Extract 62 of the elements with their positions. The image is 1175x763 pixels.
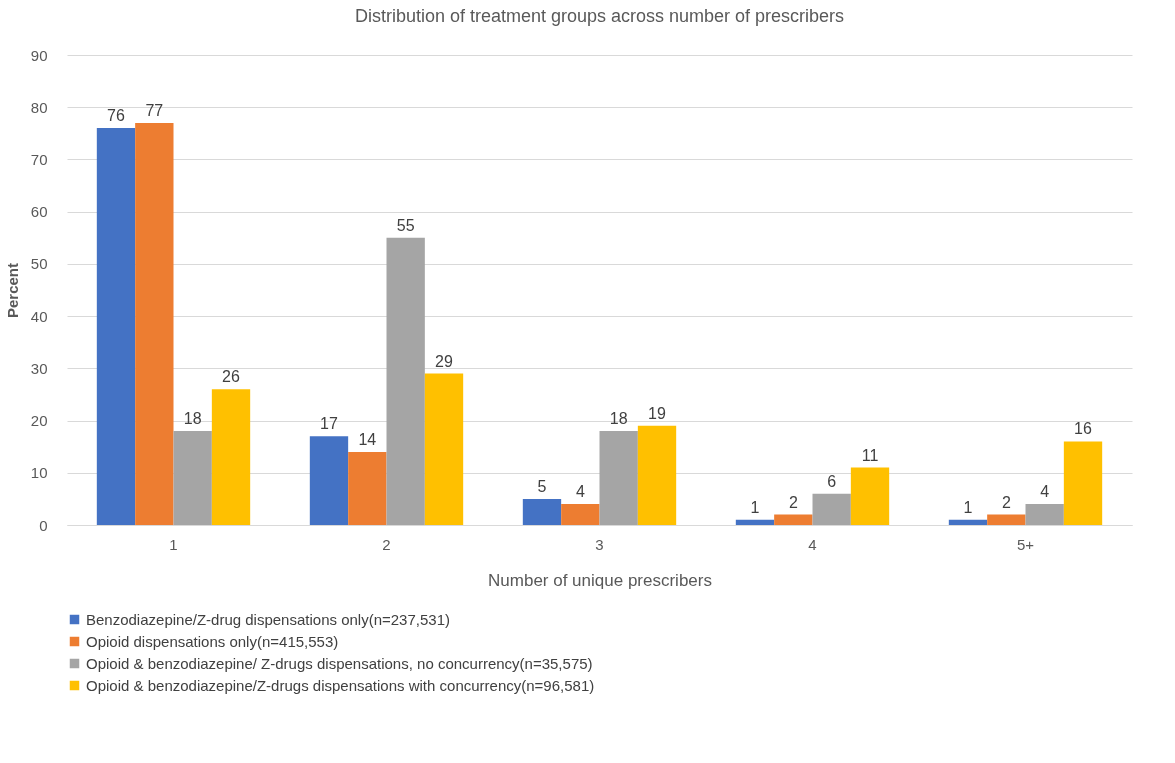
bar bbox=[948, 519, 988, 525]
x-axis-title: Number of unique prescribers bbox=[488, 570, 712, 590]
y-tick-label: 80 bbox=[30, 98, 48, 116]
bar bbox=[96, 128, 136, 525]
y-tick-label: 70 bbox=[30, 150, 48, 168]
data-label: 11 bbox=[861, 446, 879, 464]
data-label: 17 bbox=[320, 415, 338, 433]
data-label: 16 bbox=[1074, 420, 1093, 438]
chart-title: Distribution of treatment groups across number of prescribers bbox=[354, 6, 845, 26]
y-tick-label: 0 bbox=[39, 516, 48, 534]
y-tick-label: 90 bbox=[30, 46, 48, 64]
x-tick-label: 5+ bbox=[1016, 535, 1035, 553]
legend-label: Opioid & benzodiazepine/Z-drugs dispensations with concurrency(n=96,581) bbox=[86, 676, 595, 694]
data-label: 18 bbox=[609, 410, 628, 427]
data-label: 4 bbox=[1040, 483, 1050, 501]
data-label: 55 bbox=[396, 216, 415, 234]
y-tick-label: 20 bbox=[30, 412, 48, 430]
bar bbox=[173, 431, 212, 525]
data-label: 77 bbox=[145, 101, 164, 119]
bar bbox=[1063, 441, 1103, 525]
x-tick-label: 2 bbox=[382, 535, 391, 553]
bar bbox=[599, 431, 638, 525]
x-tick-label: 3 bbox=[595, 535, 604, 553]
bar bbox=[637, 425, 677, 525]
bar bbox=[211, 389, 251, 525]
bar bbox=[987, 514, 1026, 525]
data-label: 18 bbox=[183, 410, 202, 427]
bar bbox=[812, 493, 851, 525]
data-label: 4 bbox=[575, 483, 585, 501]
bar bbox=[135, 122, 174, 525]
bar bbox=[386, 237, 425, 525]
data-label: 2 bbox=[1001, 493, 1011, 511]
bar bbox=[309, 436, 349, 525]
data-label: 5 bbox=[537, 477, 547, 495]
y-tick-label: 60 bbox=[30, 203, 48, 221]
data-label: 6 bbox=[827, 472, 837, 490]
data-label: 26 bbox=[222, 368, 241, 386]
data-label: 76 bbox=[107, 107, 125, 125]
data-label: 14 bbox=[358, 430, 377, 448]
data-label: 29 bbox=[435, 352, 454, 370]
bar bbox=[1025, 504, 1064, 525]
data-label: 1 bbox=[963, 498, 973, 516]
x-tick-label: 4 bbox=[808, 535, 817, 553]
bar bbox=[735, 519, 775, 525]
bar bbox=[424, 373, 464, 525]
data-label: 19 bbox=[648, 404, 667, 422]
y-tick-label: 40 bbox=[30, 307, 48, 325]
bar bbox=[561, 504, 600, 525]
legend-label: Benzodiazepine/Z-drug dispensations only(n=237,531) bbox=[86, 610, 450, 628]
bar bbox=[348, 451, 387, 525]
y-axis-title: Percent bbox=[3, 262, 21, 319]
legend-label: Opioid dispensations only(n=415,553) bbox=[86, 632, 339, 650]
data-label: 1 bbox=[750, 498, 760, 516]
bar bbox=[774, 514, 813, 525]
bar bbox=[522, 498, 562, 525]
y-tick-label: 50 bbox=[30, 255, 48, 273]
x-tick-label: 1 bbox=[169, 535, 178, 553]
bar bbox=[850, 467, 890, 525]
data-label: 2 bbox=[788, 493, 798, 511]
y-tick-label: 10 bbox=[30, 464, 48, 482]
legend-label: Opioid & benzodiazepine/ Z-drugs dispensations, no concurrency(n=35,575) bbox=[86, 654, 593, 672]
y-tick-label: 30 bbox=[30, 359, 48, 377]
